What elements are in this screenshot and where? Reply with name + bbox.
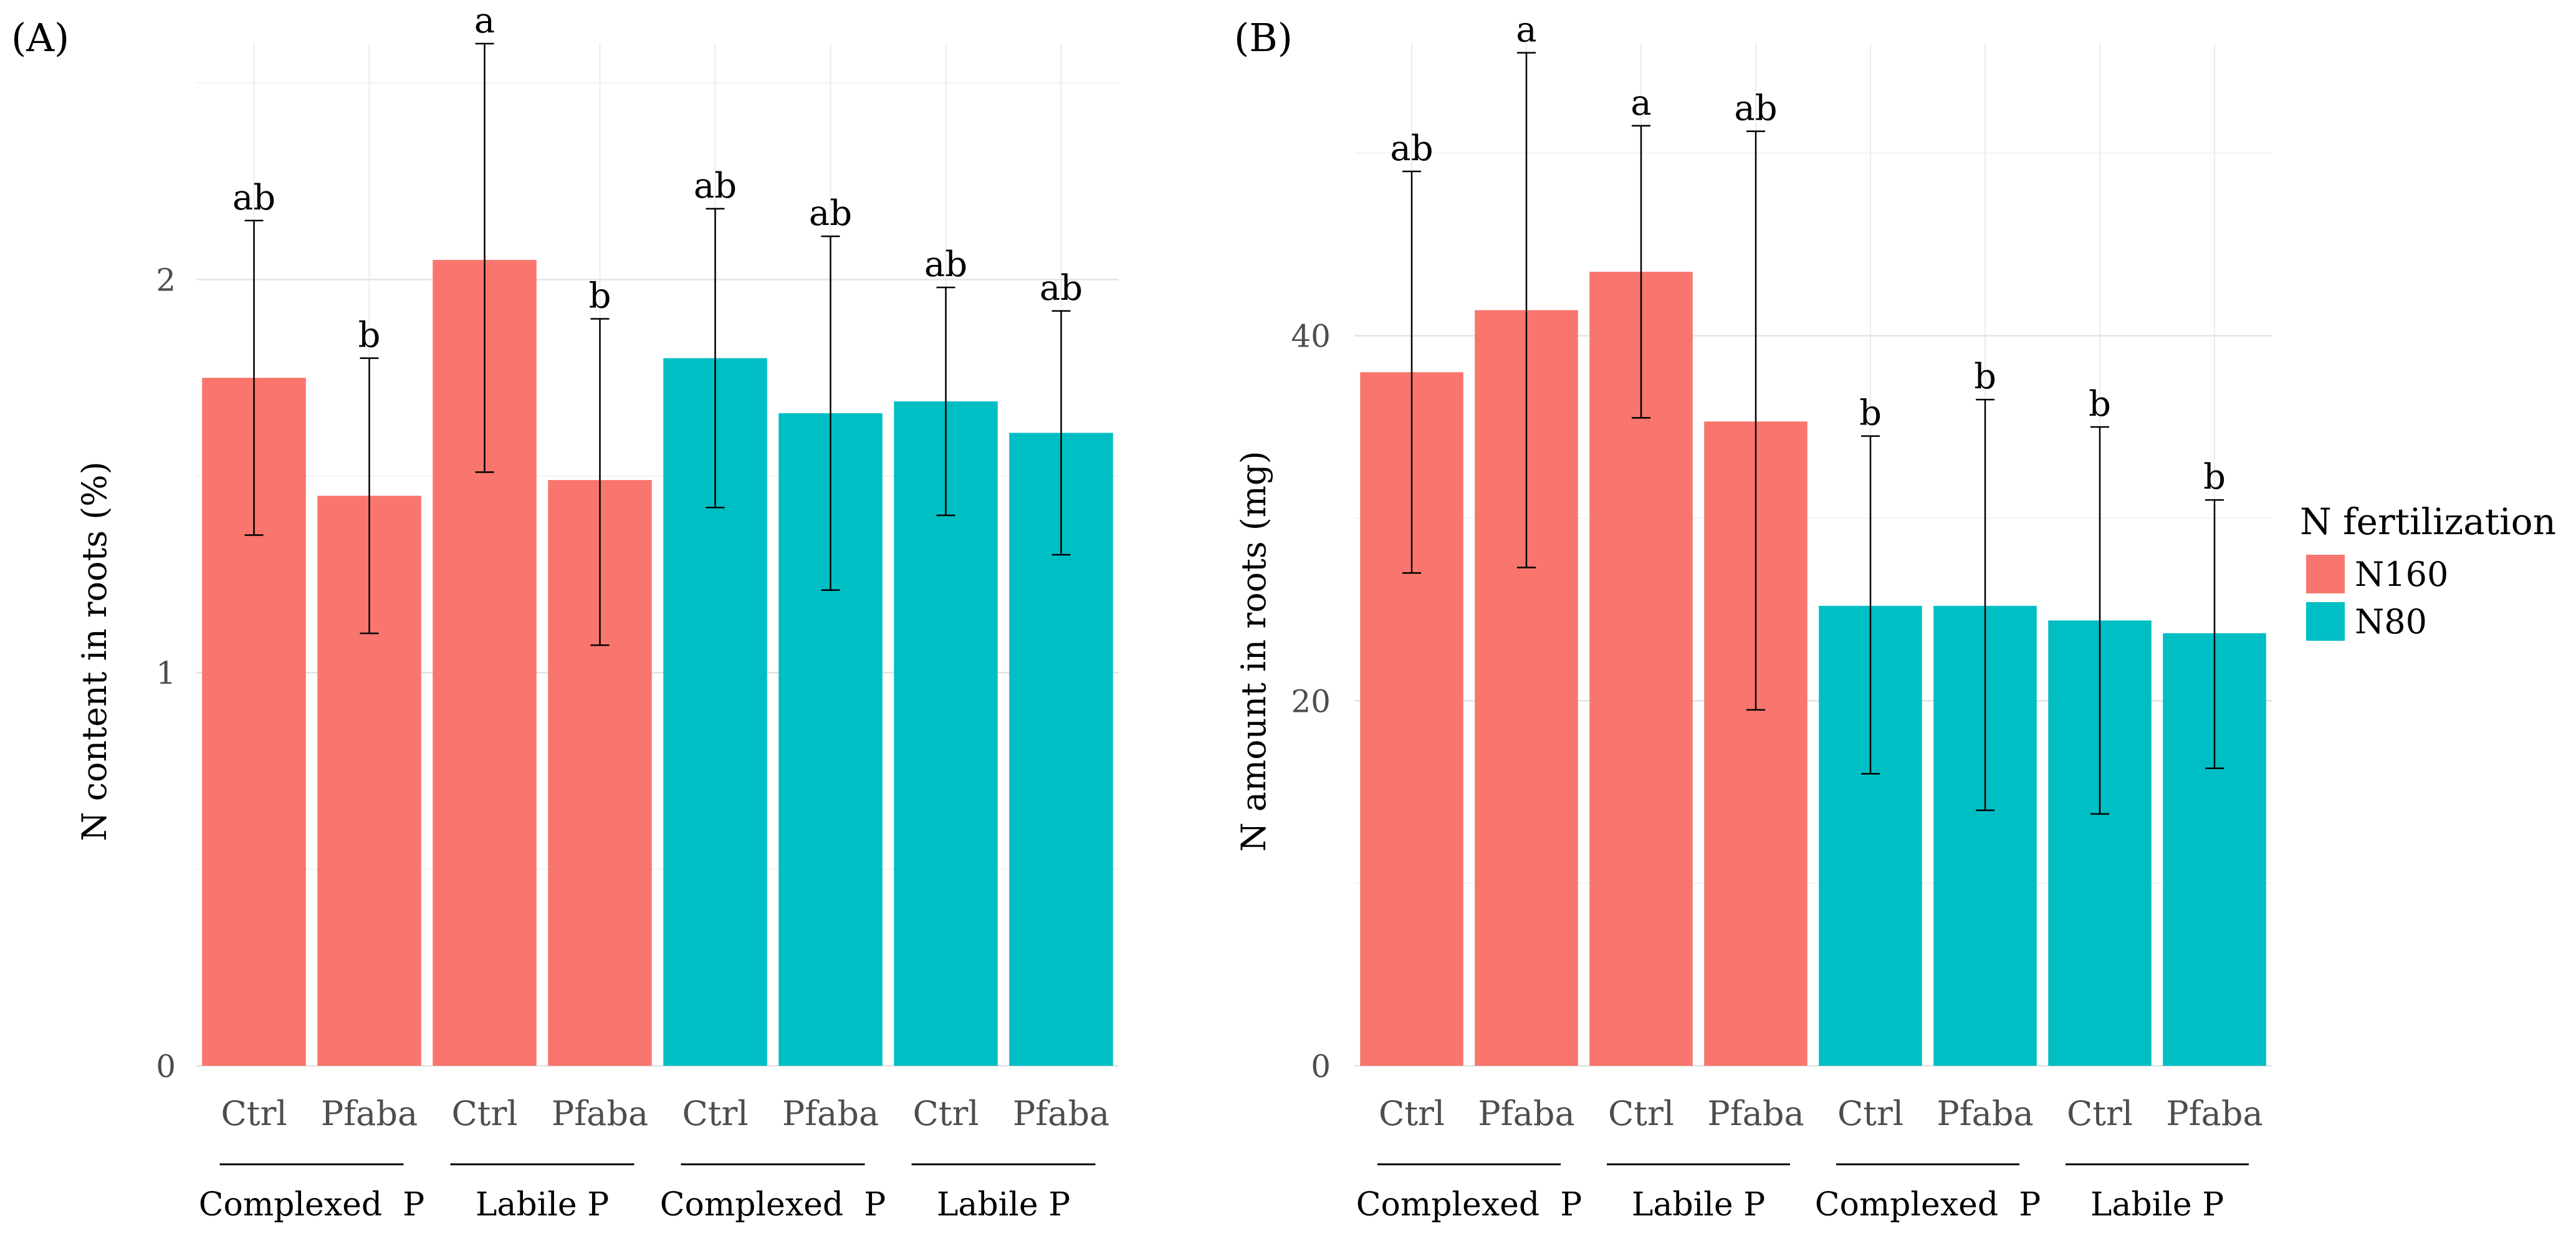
x-tick-label: Pfaba: [1937, 1094, 2033, 1133]
legend-title: N fertilization: [2300, 501, 2556, 543]
panel-a-ylabel: N content in roots (%): [75, 461, 114, 841]
panel-a-label: (A): [11, 15, 69, 60]
significance-label: a: [1630, 83, 1651, 123]
legend: N fertilization N160 N80: [2300, 501, 2556, 641]
panel-b-bars: [1360, 272, 2266, 1066]
legend-label-n160: N160: [2355, 555, 2448, 594]
y-tick-label: 0: [1311, 1048, 1331, 1085]
x-tick-label: Pfaba: [1707, 1094, 1804, 1133]
group-label: Complexed P: [1815, 1186, 2041, 1224]
y-tick-label: 1: [156, 655, 176, 691]
group-label: Labile P: [476, 1186, 609, 1224]
group-label: Complexed P: [199, 1186, 425, 1224]
significance-label: a: [474, 1, 495, 41]
x-tick-label: Ctrl: [451, 1094, 517, 1133]
legend-label-n80: N80: [2355, 602, 2427, 641]
panel-a-bars: [202, 259, 1113, 1066]
y-tick-label: 20: [1291, 683, 1331, 719]
y-tick-label: 0: [156, 1048, 176, 1085]
significance-label: ab: [694, 166, 737, 206]
significance-label: b: [2203, 457, 2226, 497]
x-tick-label: Pfaba: [782, 1094, 879, 1133]
legend-swatch-n80: [2306, 602, 2345, 641]
x-tick-label: Pfaba: [2166, 1094, 2262, 1133]
significance-label: ab: [1390, 128, 1433, 169]
x-tick-label: Ctrl: [682, 1094, 748, 1133]
x-tick-label: Ctrl: [912, 1094, 979, 1133]
group-label: Complexed P: [1356, 1186, 1582, 1224]
significance-label: b: [358, 315, 381, 356]
significance-label: b: [1974, 357, 1996, 397]
panel-b-error-bars: [1402, 52, 2224, 815]
significance-label: ab: [232, 178, 275, 218]
panel-b-significance-labels: ab a a ab b b b b: [1390, 10, 2226, 498]
group-label: Labile P: [937, 1186, 1070, 1224]
x-tick-label: Ctrl: [1379, 1094, 1445, 1133]
panel-a-group-labels: Complexed P Labile P Complexed P Labile P: [199, 1163, 1096, 1224]
x-tick-label: Ctrl: [2067, 1094, 2133, 1133]
significance-label: ab: [1040, 268, 1083, 309]
x-tick-label: Ctrl: [1837, 1094, 1903, 1133]
panel-a-y-axis: 0 1 2: [156, 262, 176, 1085]
significance-label: a: [1516, 10, 1536, 50]
x-tick-label: Pfaba: [1478, 1094, 1574, 1133]
significance-label: ab: [924, 244, 967, 285]
y-tick-label: 40: [1291, 319, 1331, 355]
panel-b-label: (B): [1234, 15, 1293, 60]
significance-label: b: [1859, 393, 1882, 434]
y-tick-label: 2: [156, 262, 176, 298]
legend-swatch-n160: [2306, 555, 2345, 593]
x-tick-label: Pfaba: [552, 1094, 648, 1133]
panel-a: (A) N content in roots (%) 012 abbababab…: [11, 1, 1119, 1224]
panel-a-error-bars: [244, 42, 1071, 646]
x-tick-label: Pfaba: [1013, 1094, 1109, 1133]
significance-label: b: [589, 276, 611, 317]
group-label: Complexed P: [660, 1186, 886, 1224]
panel-b: (B) N amount in roots (mg) 0 20 40 ab a a ab b…: [1234, 10, 2272, 1224]
significance-label: ab: [1734, 89, 1777, 129]
panel-b-y-axis: 0 20 40: [1291, 319, 1331, 1085]
x-tick-label: Pfaba: [321, 1094, 418, 1133]
panel-a-x-axis: Ctrl Pfaba Ctrl Pfaba Ctrl Pfaba Ctrl Pfaba: [221, 1094, 1109, 1133]
panel-b-x-axis: Ctrl Pfaba Ctrl Pfaba Ctrl Pfaba Ctrl Pfaba: [1379, 1094, 2263, 1133]
x-tick-label: Ctrl: [221, 1094, 287, 1133]
panel-b-group-labels: Complexed P Labile P Complexed P Labile P: [1356, 1163, 2249, 1224]
significance-label: ab: [809, 193, 852, 234]
group-label: Labile P: [2090, 1186, 2224, 1224]
panel-b-ylabel: N amount in roots (mg): [1234, 451, 1273, 851]
group-label: Labile P: [1632, 1186, 1765, 1224]
significance-label: b: [2089, 384, 2111, 424]
x-tick-label: Ctrl: [1608, 1094, 1674, 1133]
